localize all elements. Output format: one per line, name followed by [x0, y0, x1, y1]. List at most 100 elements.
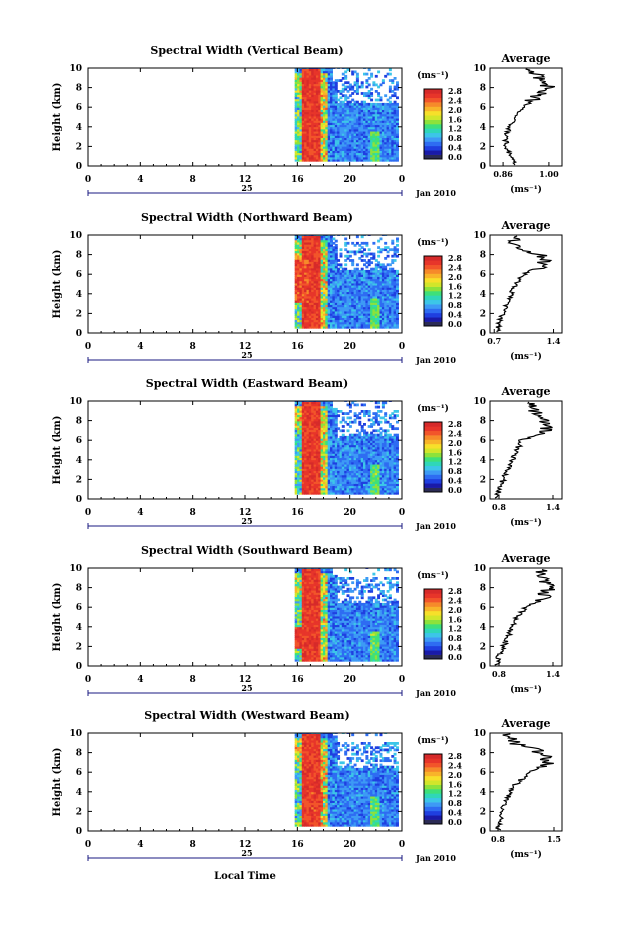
average-y-tick-label: 10 — [473, 231, 486, 241]
colorbar-swatch — [424, 128, 442, 133]
heatmap-cell — [391, 240, 394, 243]
average-x-tick-label: 1.4 — [547, 336, 561, 346]
average-y-tick-label: 6 — [480, 270, 486, 280]
heatmap-cell — [384, 242, 387, 245]
heatmap-cell — [377, 92, 380, 95]
colorbar-swatch — [424, 291, 442, 296]
heatmap-cell — [377, 406, 380, 409]
heatmap-cell — [394, 77, 397, 80]
heatmap-cells — [295, 66, 399, 161]
x-tick-label: 4 — [137, 342, 143, 352]
heatmap-cell — [356, 235, 359, 238]
heatmap-cell — [377, 255, 380, 258]
panel-title: Spectral Width (Vertical Beam) — [150, 44, 343, 57]
average-y-tick-label: 0 — [480, 329, 486, 339]
colorbar-tick-label: 1.2 — [448, 291, 462, 301]
heatmap-cell — [394, 259, 397, 262]
average-title: Average — [500, 52, 550, 65]
heatmap-cell — [368, 248, 371, 251]
colorbar-swatch — [424, 309, 442, 314]
heatmap-cell — [396, 248, 399, 251]
heatmap-cell — [396, 238, 399, 241]
month-label: Jan 2010 — [415, 188, 456, 198]
heatmap-cells — [295, 233, 399, 328]
x-tick-label: 16 — [291, 175, 304, 185]
heatmap-cell — [356, 263, 359, 266]
colorbar-swatch — [424, 137, 442, 142]
heatmap-cell — [349, 425, 352, 428]
colorbar-swatch — [424, 282, 442, 287]
heatmap-cell — [370, 99, 373, 102]
heatmap-cell — [349, 417, 352, 420]
x-tick-label: 20 — [343, 175, 356, 185]
heatmap-cell — [396, 81, 399, 84]
average-y-tick-label: 10 — [473, 64, 486, 74]
average-y-tick-label: 8 — [480, 84, 486, 94]
heatmap-cell — [370, 88, 373, 91]
heatmap-cell — [389, 73, 392, 76]
average-frame — [490, 68, 562, 166]
heatmap-cell — [363, 248, 366, 251]
colorbar-tick-label: 0.0 — [448, 319, 462, 329]
heatmap-cell — [337, 259, 340, 262]
colorbar-tick-label: 0.4 — [448, 143, 462, 153]
x-tick-label: 0 — [399, 175, 405, 185]
colorbar-tick-label: 2.0 — [448, 105, 462, 115]
heatmap-cell — [368, 68, 371, 71]
heatmap-cell — [365, 73, 368, 76]
heatmap-cell — [368, 84, 371, 87]
colorbar-tick-label: 1.6 — [448, 114, 462, 124]
heatmap-cell — [356, 73, 359, 76]
average-y-tick-label: 2 — [480, 309, 486, 319]
heatmap-cell — [375, 75, 378, 78]
heatmap-cell — [365, 242, 368, 245]
colorbar-swatch — [424, 142, 442, 147]
heatmap-cell — [358, 421, 361, 424]
panel-2: Spectral Width (Northward Beam)0246810He… — [52, 211, 562, 365]
x-tick-label: 8 — [190, 342, 196, 352]
heatmap-cell — [370, 73, 373, 76]
y-tick-label: 4 — [76, 123, 82, 133]
colorbar-tick-label: 2.8 — [448, 253, 462, 263]
date-label: 25 — [241, 183, 252, 193]
colorbar-swatch — [424, 98, 442, 103]
colorbar-swatch — [424, 269, 442, 274]
heatmap-cell — [340, 253, 343, 256]
colorbar-swatch — [424, 120, 442, 125]
y-tick-label: 2 — [76, 309, 82, 319]
colorbar-swatch — [424, 278, 442, 283]
heatmap-cell — [349, 410, 352, 413]
colorbar-tick-label: 1.6 — [448, 281, 462, 291]
heatmap-cell — [347, 242, 350, 245]
heatmap-cell — [344, 238, 347, 241]
average-y-tick-label: 4 — [480, 290, 486, 300]
y-tick-label: 0 — [76, 162, 82, 172]
colorbar-tick-label: 0.8 — [448, 133, 462, 143]
colorbar-swatch — [424, 102, 442, 107]
x-tick-label: 16 — [291, 342, 304, 352]
y-tick-label: 4 — [76, 290, 82, 300]
colorbar-swatch — [424, 124, 442, 129]
average-y-tick-label: 0 — [480, 162, 486, 172]
colorbar-swatch — [424, 300, 442, 305]
colorbar-swatch — [424, 107, 442, 112]
heatmap-cell — [394, 92, 397, 95]
average-y-tick-label: 6 — [480, 103, 486, 113]
y-tick-label: 0 — [76, 329, 82, 339]
heatmap-cell — [389, 86, 392, 89]
heatmap-cell — [377, 401, 380, 404]
heatmap-cell — [342, 429, 345, 432]
heatmap-cell — [396, 103, 399, 106]
colorbar-swatch — [424, 265, 442, 270]
colorbar-swatch — [424, 274, 442, 279]
colorbar-swatch — [424, 133, 442, 138]
panel-1: Spectral Width (Vertical Beam)0246810Hei… — [52, 44, 562, 198]
colorbar-swatch — [424, 304, 442, 309]
panel-title: Spectral Width (Eastward Beam) — [146, 377, 348, 390]
heatmap-cell — [370, 261, 373, 264]
heatmap-cell — [363, 404, 366, 407]
colorbar-swatch — [424, 115, 442, 120]
colorbar-swatch — [424, 111, 442, 116]
panels-group: Spectral Width (Vertical Beam)0246810Hei… — [52, 44, 562, 863]
heatmap-cell — [337, 414, 340, 417]
